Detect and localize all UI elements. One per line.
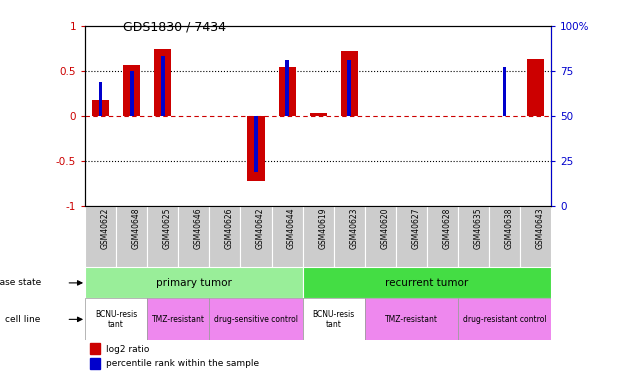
Text: cell line: cell line [6,315,41,324]
Text: GSM40646: GSM40646 [194,208,203,249]
Bar [154,49,171,116]
Text: GSM40644: GSM40644 [287,208,296,249]
Text: GDS1830 / 7434: GDS1830 / 7434 [123,21,226,34]
Text: GSM40642: GSM40642 [256,208,265,249]
Text: GSM40622: GSM40622 [101,208,110,249]
Text: GSM40627: GSM40627 [411,208,420,249]
Text: BCNU-resis
tant: BCNU-resis tant [95,310,137,329]
Text: GSM40619: GSM40619 [318,208,327,249]
Text: GSM40625: GSM40625 [163,208,172,249]
Bar [278,67,295,116]
Bar [365,298,458,340]
Bar [89,358,100,369]
Text: drug-sensitive control: drug-sensitive control [214,315,298,324]
Bar [254,116,258,172]
Bar [89,344,100,354]
Bar [309,113,327,116]
Text: BCNU-resis
tant: BCNU-resis tant [312,310,355,329]
Text: primary tumor: primary tumor [156,278,232,288]
Text: GSM40643: GSM40643 [536,208,545,249]
Bar [99,82,103,116]
Bar [209,206,241,267]
Bar [161,56,164,116]
Bar [130,71,134,116]
Bar [527,60,544,116]
Text: GSM40635: GSM40635 [474,208,483,249]
Text: GSM40628: GSM40628 [442,208,452,249]
Bar [85,267,302,298]
Text: GSM40623: GSM40623 [349,208,358,249]
Bar [302,206,334,267]
Bar [92,100,109,116]
Text: TMZ-resistant: TMZ-resistant [152,315,205,324]
Bar [427,206,458,267]
Bar [285,60,289,116]
Text: TMZ-resistant: TMZ-resistant [385,315,438,324]
Bar [123,65,140,116]
Text: GSM40648: GSM40648 [132,208,140,249]
Bar [520,206,551,267]
Bar [489,206,520,267]
Bar [365,206,396,267]
Bar [85,298,147,340]
Bar [334,206,365,267]
Bar [147,206,178,267]
Bar [341,51,358,116]
Bar [147,298,209,340]
Bar [302,298,365,340]
Text: GSM40620: GSM40620 [381,208,389,249]
Bar [503,67,507,116]
Bar [85,206,116,267]
Text: disease state: disease state [0,278,41,287]
Text: log2 ratio: log2 ratio [106,345,149,354]
Text: GSM40626: GSM40626 [225,208,234,249]
Bar [248,116,265,181]
Bar [347,60,351,116]
Text: percentile rank within the sample: percentile rank within the sample [106,359,259,368]
Text: recurrent tumor: recurrent tumor [386,278,469,288]
Bar [272,206,302,267]
Bar [458,298,551,340]
Bar [396,206,427,267]
Text: drug-resistant control: drug-resistant control [463,315,546,324]
Bar [116,206,147,267]
Bar [302,267,551,298]
Bar [209,298,302,340]
Text: GSM40638: GSM40638 [505,208,513,249]
Bar [458,206,489,267]
Bar [178,206,209,267]
Bar [241,206,272,267]
